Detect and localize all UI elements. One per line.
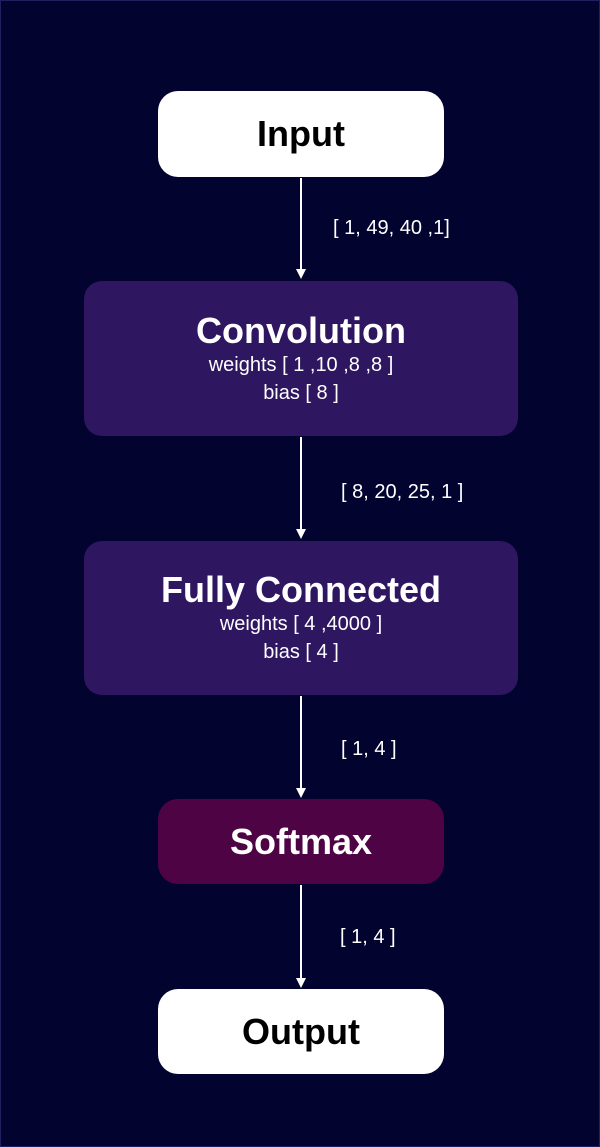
convolution-node-title: Convolution bbox=[196, 309, 406, 351]
edge-label-input-convolution: [ 1, 49, 40 ,1] bbox=[333, 217, 450, 239]
fully-connected-weights: weights [ 4 ,4000 ] bbox=[219, 613, 383, 635]
fully-connected-node-title: Fully Connected bbox=[160, 569, 442, 610]
convolution-bias: bias [ 8 ] bbox=[263, 381, 339, 404]
fully-connected-bias: bias [ 4 ] bbox=[263, 641, 339, 663]
input-node-title: Input bbox=[257, 113, 345, 154]
softmax-node: Softmax bbox=[158, 799, 444, 884]
convolution-weights: weights [ 1 ,10 ,8 ,8 ] bbox=[208, 353, 394, 376]
edge-label-fully-connected-softmax: [ 1, 4 ] bbox=[341, 738, 397, 760]
output-node-title: Output bbox=[242, 1010, 360, 1052]
fully-connected-node: Fully Connected weights [ 4 ,4000 ] bias… bbox=[84, 541, 518, 695]
output-node: Output bbox=[158, 989, 444, 1074]
softmax-node-title: Softmax bbox=[229, 820, 373, 862]
convolution-node: Convolution weights [ 1 ,10 ,8 ,8 ] bias… bbox=[84, 281, 518, 436]
edge-label-convolution-fully-connected: [ 8, 20, 25, 1 ] bbox=[341, 481, 464, 503]
input-node: Input bbox=[158, 91, 444, 177]
edge-label-softmax-output: [ 1, 4 ] bbox=[340, 926, 396, 948]
